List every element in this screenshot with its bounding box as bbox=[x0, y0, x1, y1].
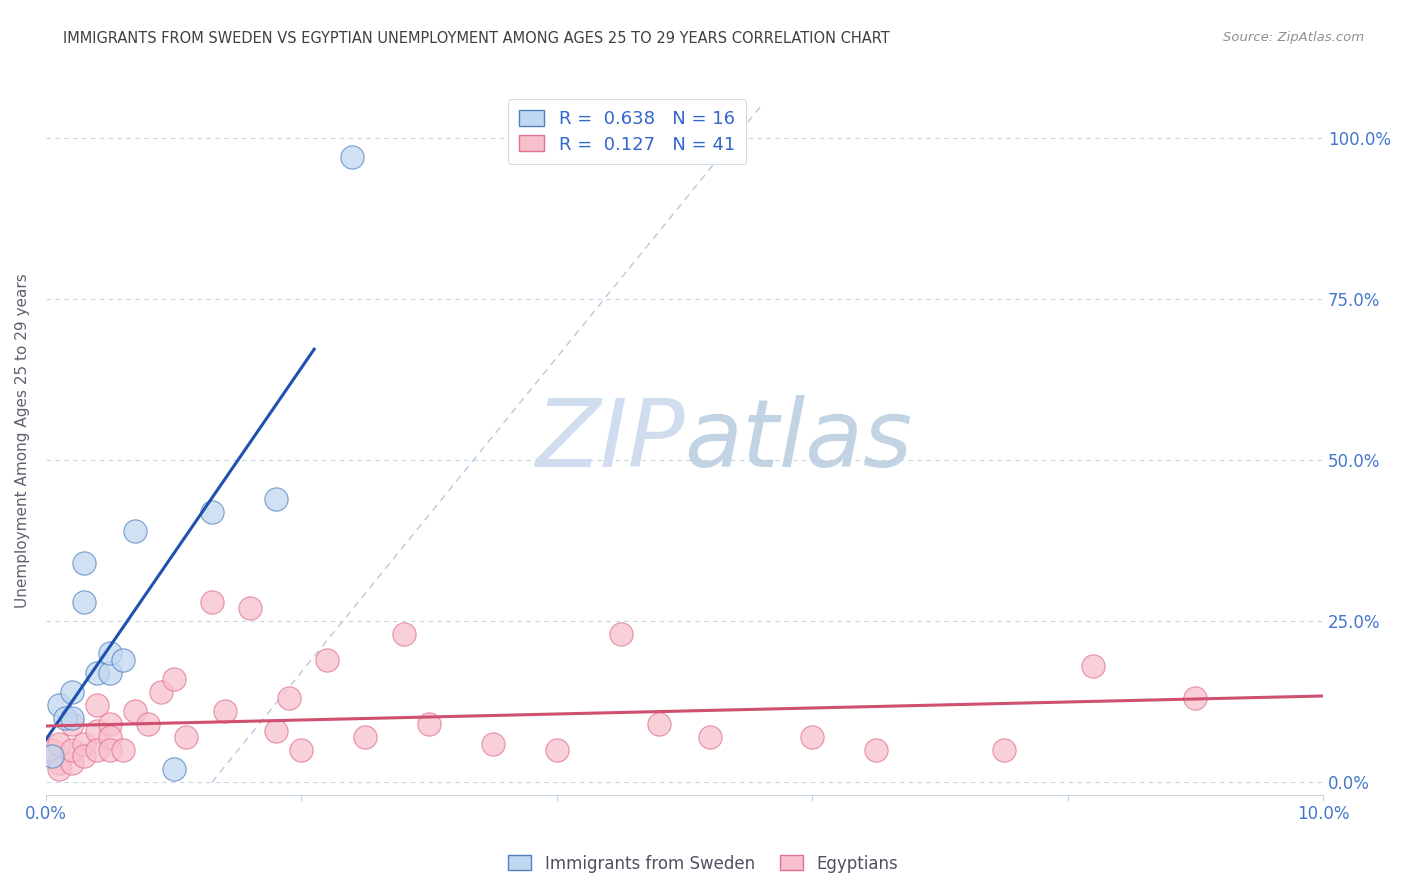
Point bbox=[60, 743, 83, 757]
Point bbox=[316, 653, 339, 667]
Point bbox=[48, 737, 70, 751]
Point bbox=[60, 711, 83, 725]
Point bbox=[86, 698, 108, 712]
Point bbox=[48, 756, 70, 770]
Point bbox=[124, 704, 146, 718]
Point bbox=[239, 601, 262, 615]
Point bbox=[41, 743, 63, 757]
Point bbox=[53, 711, 76, 725]
Point bbox=[73, 749, 96, 764]
Point bbox=[418, 717, 440, 731]
Point bbox=[993, 743, 1015, 757]
Point bbox=[86, 723, 108, 738]
Point bbox=[264, 491, 287, 506]
Point bbox=[801, 730, 824, 744]
Point bbox=[60, 717, 83, 731]
Point bbox=[342, 150, 364, 164]
Point bbox=[98, 730, 121, 744]
Point bbox=[609, 627, 631, 641]
Point bbox=[111, 743, 134, 757]
Point bbox=[86, 665, 108, 680]
Point bbox=[699, 730, 721, 744]
Point bbox=[48, 762, 70, 776]
Point bbox=[98, 717, 121, 731]
Point bbox=[48, 698, 70, 712]
Point bbox=[546, 743, 568, 757]
Point bbox=[86, 743, 108, 757]
Point bbox=[354, 730, 377, 744]
Point bbox=[73, 595, 96, 609]
Point bbox=[149, 685, 172, 699]
Point bbox=[163, 672, 186, 686]
Point bbox=[124, 524, 146, 538]
Point bbox=[60, 756, 83, 770]
Point bbox=[201, 595, 224, 609]
Point bbox=[482, 737, 505, 751]
Point bbox=[277, 691, 299, 706]
Point bbox=[98, 646, 121, 660]
Point bbox=[73, 737, 96, 751]
Point bbox=[648, 717, 671, 731]
Point bbox=[214, 704, 236, 718]
Point bbox=[1184, 691, 1206, 706]
Point bbox=[60, 685, 83, 699]
Point bbox=[290, 743, 312, 757]
Point bbox=[176, 730, 198, 744]
Text: ZIP: ZIP bbox=[534, 395, 685, 486]
Point bbox=[136, 717, 159, 731]
Point bbox=[163, 762, 186, 776]
Legend: R =  0.638   N = 16, R =  0.127   N = 41: R = 0.638 N = 16, R = 0.127 N = 41 bbox=[508, 99, 747, 164]
Point bbox=[201, 505, 224, 519]
Point bbox=[73, 556, 96, 570]
Point bbox=[98, 743, 121, 757]
Point bbox=[865, 743, 887, 757]
Text: IMMIGRANTS FROM SWEDEN VS EGYPTIAN UNEMPLOYMENT AMONG AGES 25 TO 29 YEARS CORREL: IMMIGRANTS FROM SWEDEN VS EGYPTIAN UNEMP… bbox=[63, 31, 890, 46]
Point bbox=[264, 723, 287, 738]
Point bbox=[111, 653, 134, 667]
Text: atlas: atlas bbox=[685, 395, 912, 486]
Point bbox=[392, 627, 415, 641]
Y-axis label: Unemployment Among Ages 25 to 29 years: Unemployment Among Ages 25 to 29 years bbox=[15, 273, 30, 608]
Text: Source: ZipAtlas.com: Source: ZipAtlas.com bbox=[1223, 31, 1364, 45]
Point bbox=[1083, 659, 1105, 673]
Point bbox=[98, 665, 121, 680]
Point bbox=[41, 749, 63, 764]
Legend: Immigrants from Sweden, Egyptians: Immigrants from Sweden, Egyptians bbox=[501, 848, 905, 880]
